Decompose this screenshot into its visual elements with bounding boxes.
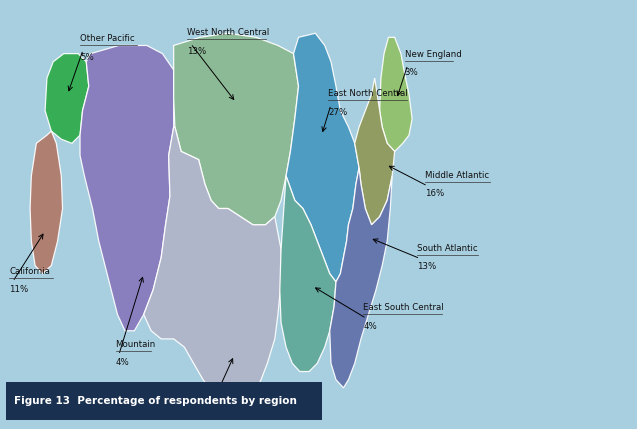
Text: Middle Atlantic: Middle Atlantic	[425, 171, 489, 180]
Polygon shape	[30, 131, 62, 274]
Text: 3%: 3%	[404, 68, 419, 77]
Polygon shape	[45, 54, 89, 143]
Text: 13%: 13%	[187, 47, 206, 56]
Text: West South Central: West South Central	[206, 395, 289, 404]
Text: Figure 13  Percentage of respondents by region: Figure 13 Percentage of respondents by r…	[14, 396, 297, 406]
Text: 13%: 13%	[417, 262, 436, 271]
Text: Mountain: Mountain	[116, 340, 156, 349]
Polygon shape	[144, 127, 281, 404]
Text: West North Central: West North Central	[187, 28, 269, 37]
Polygon shape	[280, 176, 336, 372]
Text: South Atlantic: South Atlantic	[417, 244, 478, 253]
Text: East North Central: East North Central	[328, 90, 408, 98]
Text: 16%: 16%	[425, 189, 444, 198]
Text: 6%: 6%	[206, 414, 220, 423]
Text: 4%: 4%	[116, 359, 129, 367]
FancyBboxPatch shape	[6, 382, 322, 420]
Text: 11%: 11%	[10, 285, 29, 294]
Polygon shape	[330, 168, 392, 388]
Text: 5%: 5%	[80, 53, 94, 62]
Polygon shape	[286, 33, 359, 282]
Text: California: California	[10, 267, 50, 276]
Text: East South Central: East South Central	[364, 303, 444, 312]
Polygon shape	[355, 78, 395, 225]
Text: Other Pacific: Other Pacific	[80, 34, 134, 43]
Text: 4%: 4%	[364, 322, 377, 331]
Text: New England: New England	[404, 49, 461, 58]
Polygon shape	[80, 45, 174, 331]
Text: 27%: 27%	[328, 108, 347, 117]
Polygon shape	[174, 33, 299, 225]
Polygon shape	[380, 37, 412, 151]
